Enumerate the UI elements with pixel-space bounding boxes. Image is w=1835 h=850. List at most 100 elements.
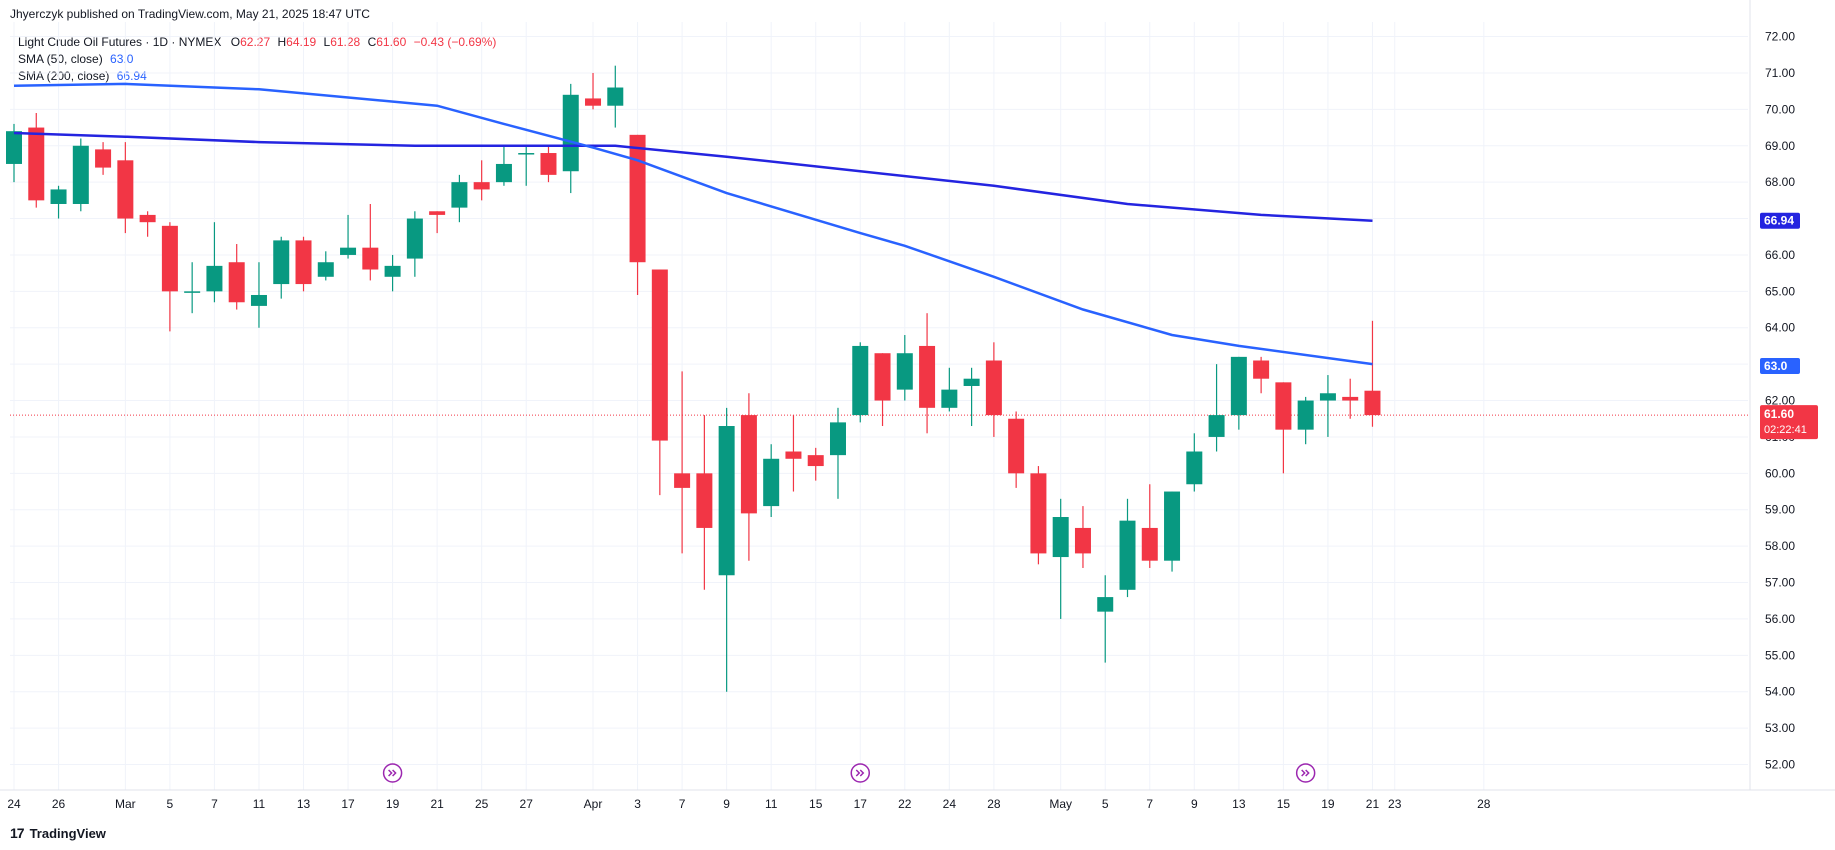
x-tick-label: 25: [475, 797, 489, 811]
candle-body: [1097, 597, 1114, 612]
candle: [1097, 575, 1114, 663]
candle: [117, 142, 134, 234]
candle: [1074, 506, 1091, 568]
sma200-price-label-text: 66.94: [1764, 214, 1794, 228]
candle: [919, 313, 936, 434]
candle: [1164, 491, 1181, 572]
candle: [785, 415, 802, 492]
x-tick-label: 7: [679, 797, 686, 811]
candle-body: [607, 87, 624, 106]
candle: [1052, 498, 1069, 619]
candle: [295, 236, 312, 292]
x-tick-label: 27: [520, 797, 534, 811]
sma200-line: [13, 131, 1373, 222]
candle-body: [117, 160, 134, 219]
candle: [95, 142, 112, 175]
x-tick-label: 7: [211, 797, 218, 811]
candle: [1008, 411, 1025, 488]
candle: [829, 407, 846, 499]
candle: [451, 174, 468, 223]
candle-body: [963, 378, 980, 386]
chart-legend: Light Crude Oil Futures · 1D · NYMEX O62…: [18, 34, 496, 85]
y-tick-label: 69.00: [1765, 139, 1795, 153]
candle: [1364, 320, 1381, 427]
open-label: O: [230, 35, 241, 49]
candle: [362, 203, 379, 281]
symbol-row: Light Crude Oil Futures · 1D · NYMEX O62…: [18, 34, 496, 51]
open-value: 62.27: [240, 35, 271, 49]
sma50-label: SMA (50, close): [18, 52, 103, 66]
candle-body: [1074, 527, 1091, 554]
candle-body: [95, 149, 112, 168]
candle-body: [384, 265, 401, 277]
candle-body: [317, 262, 334, 277]
candle: [518, 145, 535, 186]
close-value: 61.60: [376, 35, 407, 49]
candle-body: [362, 247, 379, 270]
candle: [340, 214, 357, 259]
candle: [1230, 356, 1247, 430]
price-axis: 72.0071.0070.0069.0068.0067.0066.0065.00…: [1765, 30, 1795, 772]
x-tick-label: 17: [341, 797, 355, 811]
candle-body: [1008, 418, 1025, 474]
symbol-title[interactable]: Light Crude Oil Futures · 1D · NYMEX: [18, 35, 222, 49]
x-tick-label: 23: [1388, 797, 1402, 811]
candle-body: [941, 389, 958, 408]
x-tick-label: 7: [1146, 797, 1153, 811]
candle: [1186, 433, 1203, 492]
candle: [963, 367, 980, 427]
candle: [763, 444, 780, 518]
time-axis: 24 26 Mar 5 7 11 13 17 19 21 25 27 Apr 3 7 9 11 15 17 22 24 2…: [7, 797, 1490, 811]
candle-body: [1364, 390, 1381, 416]
candle: [585, 72, 602, 110]
footer-brand-label: TradingView: [29, 825, 106, 841]
y-tick-label: 68.00: [1765, 175, 1795, 189]
candle: [696, 415, 713, 590]
event-marker-icon: [850, 763, 871, 783]
y-tick-label: 54.00: [1765, 685, 1795, 699]
sma50-row[interactable]: SMA (50, close) 63.0: [18, 51, 496, 68]
candle-body: [540, 153, 557, 175]
x-tick-label: 15: [1277, 797, 1291, 811]
x-tick-label: 28: [1477, 797, 1491, 811]
candle: [206, 222, 223, 303]
candle-body: [1342, 396, 1359, 401]
low-label: L: [323, 35, 331, 49]
footer-brand[interactable]: 17 TradingView: [10, 825, 106, 841]
sma50-value: 63.0: [110, 52, 134, 66]
x-tick-label: 15: [809, 797, 823, 811]
candle-body: [785, 451, 802, 459]
candles: [6, 65, 1381, 692]
candle-body: [228, 262, 245, 303]
sma50-price-label-text: 63.0: [1764, 359, 1788, 373]
close-label: C: [367, 35, 377, 49]
y-tick-label: 70.00: [1765, 102, 1795, 116]
events: [382, 763, 1316, 783]
high-value: 64.19: [286, 35, 317, 49]
candle: [674, 371, 691, 554]
y-tick-label: 56.00: [1765, 612, 1795, 626]
x-tick-label: 9: [1191, 797, 1198, 811]
tradingview-logo-icon: 17: [10, 825, 25, 841]
candle-body: [295, 240, 312, 285]
candle-body: [1297, 400, 1314, 430]
candle: [273, 236, 290, 299]
x-tick-label: 3: [634, 797, 641, 811]
x-tick-label: 11: [765, 797, 778, 811]
candle: [473, 160, 490, 201]
candle-body: [829, 422, 846, 456]
y-tick-label: 65.00: [1765, 284, 1795, 298]
candle-body: [1030, 473, 1047, 554]
candle-body: [184, 291, 201, 293]
candle: [72, 138, 89, 212]
candle-body: [1275, 382, 1292, 430]
candle-body: [985, 360, 1002, 416]
candle: [1141, 484, 1158, 568]
countdown-text: 02:22:41: [1764, 424, 1807, 436]
y-tick-label: 60.00: [1765, 466, 1795, 480]
candle-body: [495, 163, 512, 183]
candle-body: [518, 153, 535, 155]
candle: [852, 342, 869, 423]
candle: [1297, 396, 1314, 445]
